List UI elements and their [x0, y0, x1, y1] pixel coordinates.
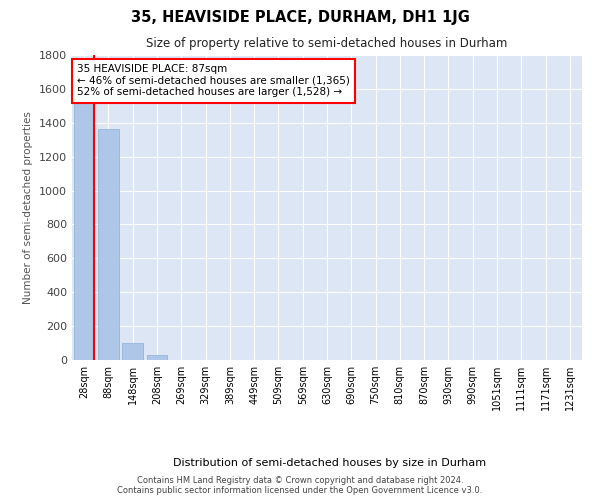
Bar — [146, 355, 167, 360]
Text: Contains HM Land Registry data © Crown copyright and database right 2024.
Contai: Contains HM Land Registry data © Crown c… — [118, 476, 482, 495]
Y-axis label: Number of semi-detached properties: Number of semi-detached properties — [23, 111, 34, 304]
Bar — [74, 101, 94, 360]
Bar — [98, 128, 119, 360]
Text: 35 HEAVISIDE PLACE: 87sqm
← 46% of semi-detached houses are smaller (1,365)
52% : 35 HEAVISIDE PLACE: 87sqm ← 46% of semi-… — [77, 64, 350, 98]
Text: 35, HEAVISIDE PLACE, DURHAM, DH1 1JG: 35, HEAVISIDE PLACE, DURHAM, DH1 1JG — [131, 10, 469, 25]
Text: Distribution of semi-detached houses by size in Durham: Distribution of semi-detached houses by … — [173, 458, 487, 468]
Title: Size of property relative to semi-detached houses in Durham: Size of property relative to semi-detach… — [146, 36, 508, 50]
Bar — [122, 343, 143, 360]
